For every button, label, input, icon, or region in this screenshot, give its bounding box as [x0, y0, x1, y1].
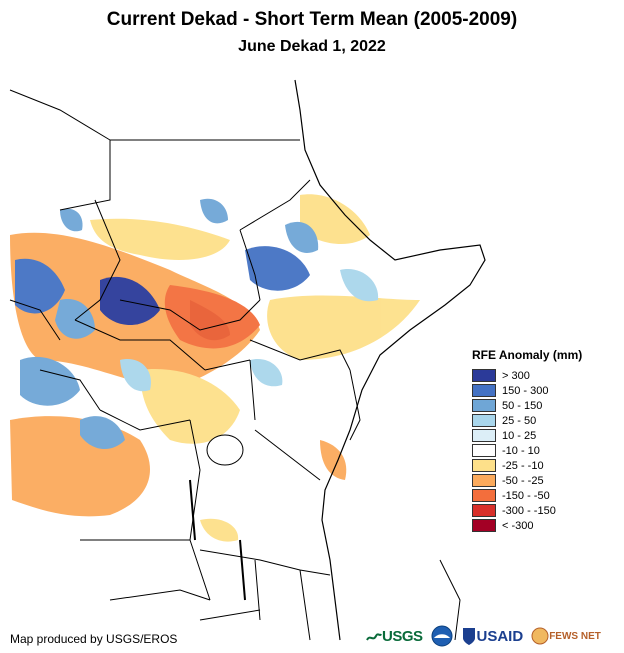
legend-label: 10 - 25	[502, 429, 537, 442]
legend-label: 50 - 150	[502, 399, 543, 412]
legend-swatch	[472, 504, 496, 517]
usaid-icon	[462, 628, 475, 645]
anomaly-patches	[10, 194, 420, 542]
madagascar-coast	[439, 559, 461, 641]
congo-border	[99, 409, 191, 431]
noaa-logo	[431, 625, 453, 647]
legend-item: 25 - 50	[472, 413, 622, 428]
nigeria-border	[9, 299, 61, 341]
legend-item: -300 - -150	[472, 503, 622, 518]
legend-item: > 300	[472, 368, 622, 383]
legend-swatch	[472, 429, 496, 442]
legend-swatch	[472, 369, 496, 382]
legend-swatch	[472, 459, 496, 472]
legend-swatch	[472, 519, 496, 532]
legend-label: 150 - 300	[502, 384, 549, 397]
ethiopia-kenya-border	[249, 339, 351, 371]
credit-text: Map produced by USGS/EROS	[10, 632, 178, 646]
country-borders	[9, 89, 361, 641]
libya-border	[59, 140, 111, 211]
legend-label: -25 - -10	[502, 459, 544, 472]
noaa-icon	[431, 625, 453, 647]
legend-title: RFE Anomaly (mm)	[472, 348, 583, 362]
malawi-border	[254, 559, 261, 621]
usgs-text: USGS	[382, 627, 423, 645]
legend-item: -25 - -10	[472, 458, 622, 473]
legend-swatch	[472, 444, 496, 457]
usgs-icon	[366, 633, 382, 641]
legend-item: -50 - -25	[472, 473, 622, 488]
legend-label: -150 - -50	[502, 489, 550, 502]
sudan-south-sudan-border	[119, 299, 261, 331]
usaid-text: USAID	[476, 627, 524, 645]
mozambique-border	[299, 569, 311, 641]
lake-tanganyika	[189, 479, 196, 541]
legend-label: < -300	[502, 519, 534, 532]
legend-swatch	[472, 399, 496, 412]
uganda-kenya-border	[249, 359, 256, 421]
zimbabwe-border	[199, 609, 261, 621]
eritrea-border	[239, 179, 311, 231]
legend-swatch	[472, 414, 496, 427]
chad-sudan-border	[74, 199, 121, 321]
lake-malawi	[239, 539, 246, 601]
kenya-tanzania-border	[254, 429, 321, 481]
map-subtitle: June Dekad 1, 2022	[238, 38, 386, 55]
legend-item: -10 - 10	[472, 443, 622, 458]
zambia-border	[109, 589, 211, 601]
coastline	[294, 79, 486, 641]
fews-icon	[531, 627, 549, 645]
tanzania-south-border	[199, 549, 331, 576]
legend-item: 150 - 300	[472, 383, 622, 398]
usgs-logo: USGS	[366, 628, 423, 645]
logos: USGS USAID FEWS NET	[366, 623, 609, 649]
cameroon-border	[39, 369, 101, 411]
sudan-ethiopia-border	[239, 229, 261, 301]
legend-label: > 300	[502, 369, 530, 382]
legend-label: 25 - 50	[502, 414, 537, 427]
fews-logo: FEWS NET	[531, 627, 601, 645]
legend-item: 10 - 25	[472, 428, 622, 443]
legend-label: -50 - -25	[502, 474, 544, 487]
south-sudan-uganda-border	[204, 359, 251, 371]
fews-text: FEWS NET	[549, 630, 601, 642]
legend: RFE Anomaly (mm) > 300 150 - 300 50 - 150 2…	[472, 348, 622, 533]
legend-label: -300 - -150	[502, 504, 556, 517]
legend-item: < -300	[472, 518, 622, 533]
legend-swatch	[472, 474, 496, 487]
legend-label: -10 - 10	[502, 444, 540, 457]
legend-item: -150 - -50	[472, 488, 622, 503]
legend-item: 50 - 150	[472, 398, 622, 413]
car-border	[74, 319, 206, 371]
lake-victoria	[206, 434, 244, 466]
somalia-border	[349, 369, 361, 441]
drc-border	[189, 419, 211, 601]
west-africa-border	[9, 89, 111, 141]
legend-swatch	[472, 384, 496, 397]
legend-swatch	[472, 489, 496, 502]
map-title: Current Dekad - Short Term Mean (2005-20…	[106, 9, 518, 30]
usaid-logo: USAID	[461, 626, 524, 646]
